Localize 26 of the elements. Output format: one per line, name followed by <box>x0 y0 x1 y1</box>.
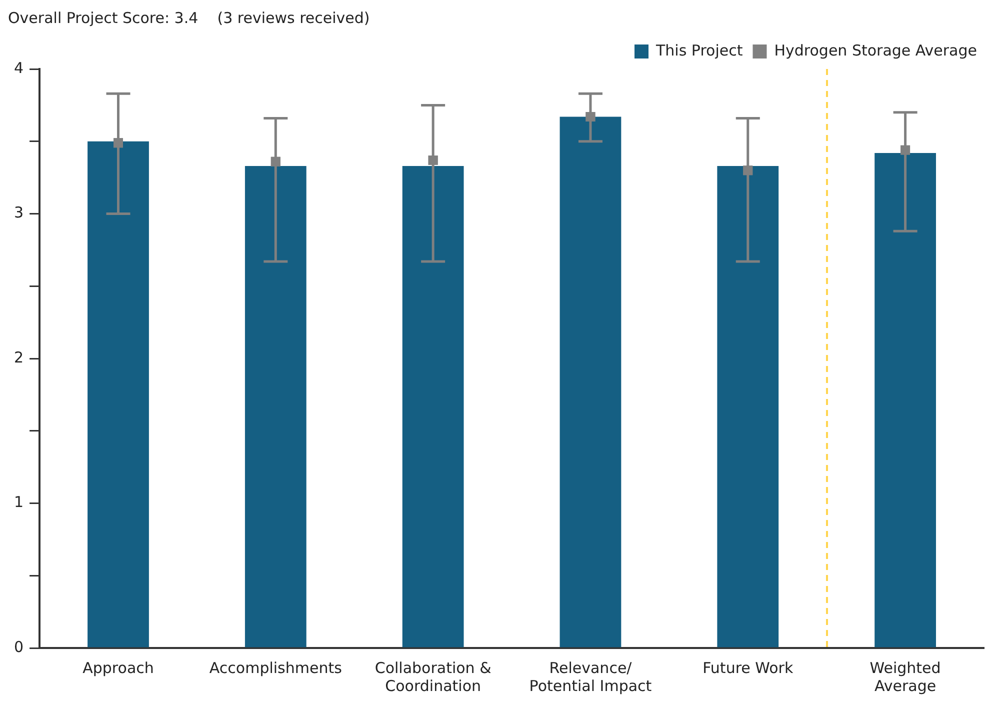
bar <box>88 141 149 648</box>
legend-label: Hydrogen Storage Average <box>774 41 978 60</box>
y-tick-label: 2 <box>14 348 24 366</box>
point <box>900 145 910 155</box>
x-tick-label: Weighted Average <box>870 658 941 695</box>
point <box>428 155 438 165</box>
point <box>270 156 280 166</box>
point <box>743 166 753 176</box>
bar <box>874 152 936 648</box>
point <box>586 112 596 122</box>
y-tick-label: 4 <box>14 58 24 77</box>
legend-label: This Project <box>654 41 743 60</box>
y-tick-label: 1 <box>14 493 24 512</box>
bar <box>402 166 464 648</box>
bar <box>560 116 622 648</box>
chart-title: Overall Project Score: 3.4 (3 reviews received) <box>8 8 370 27</box>
y-tick-label: 0 <box>14 638 24 656</box>
x-tick-label: Accomplishments <box>209 658 342 677</box>
point <box>114 138 123 148</box>
x-tick-label: Future Work <box>702 658 794 677</box>
bar <box>244 166 306 648</box>
x-tick-label: Collaboration & Coordination <box>374 658 492 695</box>
x-tick-label: Relevance/ Potential Impact <box>529 658 652 695</box>
x-tick-label: Approach <box>82 658 154 677</box>
bar <box>717 166 779 648</box>
y-tick-label: 3 <box>14 204 24 222</box>
